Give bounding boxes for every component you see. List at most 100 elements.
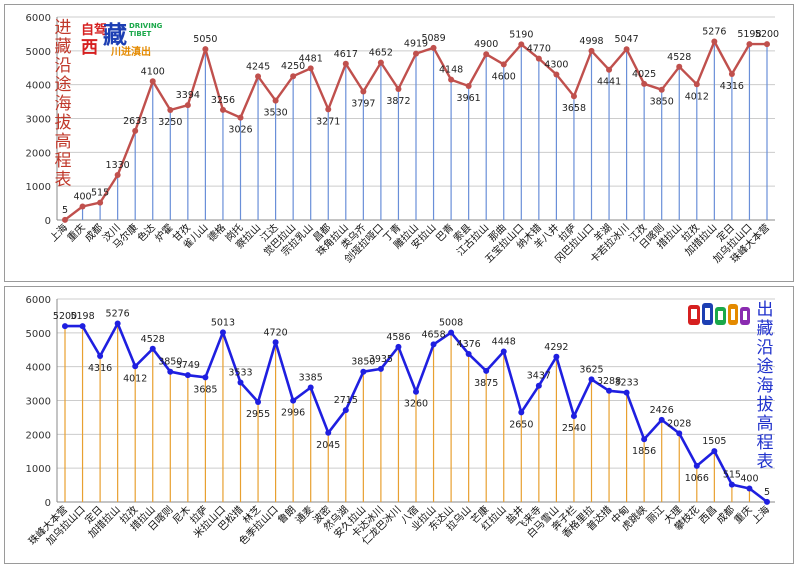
data-label: 4528 bbox=[141, 334, 165, 345]
data-point bbox=[377, 59, 384, 66]
data-label: 2715 bbox=[334, 395, 358, 406]
data-label: 4658 bbox=[421, 329, 445, 340]
chart-in: 0 1000 2000 3000 4000 5000 6000 5 400 515 1330 2633… bbox=[4, 4, 794, 282]
chart-out-svg: 0100020003000400050006000520051984316527… bbox=[26, 295, 775, 547]
data-label: 4148 bbox=[439, 65, 463, 76]
data-point bbox=[79, 323, 86, 330]
category-label: 重庆 bbox=[731, 503, 754, 526]
data-point bbox=[413, 50, 419, 57]
data-label: 3233 bbox=[615, 378, 639, 389]
data-label: 4528 bbox=[667, 52, 691, 63]
data-point bbox=[202, 374, 209, 381]
data-point bbox=[342, 407, 349, 414]
category-label: 巴青 bbox=[433, 221, 456, 244]
data-point bbox=[219, 329, 226, 336]
data-label: 3749 bbox=[176, 360, 200, 371]
data-point bbox=[132, 363, 139, 370]
data-label: 4600 bbox=[492, 71, 516, 82]
data-point bbox=[255, 73, 262, 80]
category-label: 德格 bbox=[205, 221, 228, 244]
data-point bbox=[483, 51, 490, 58]
data-label: 3850 bbox=[158, 357, 182, 368]
data-label: 3260 bbox=[404, 399, 428, 410]
data-point bbox=[395, 85, 402, 92]
data-label: 4376 bbox=[457, 339, 481, 350]
data-label: 2028 bbox=[667, 418, 691, 429]
data-label: 4720 bbox=[264, 327, 288, 338]
y-tick-label: 5000 bbox=[26, 329, 51, 340]
data-point bbox=[448, 329, 455, 336]
data-point bbox=[588, 376, 595, 383]
data-label: 4250 bbox=[281, 61, 305, 72]
data-label: 4586 bbox=[386, 332, 410, 343]
data-point bbox=[570, 413, 577, 420]
data-label: 4448 bbox=[492, 337, 516, 348]
data-label: 2426 bbox=[650, 405, 674, 416]
data-point bbox=[764, 498, 770, 505]
data-label: 5089 bbox=[421, 33, 445, 44]
data-point bbox=[658, 416, 665, 423]
data-point bbox=[641, 80, 648, 87]
chart-out: 0 1000 2000 3000 4000 5000 6000 5200 5198 4316 527… bbox=[4, 286, 794, 564]
data-label: 3625 bbox=[579, 364, 603, 375]
y-tick-label: 4000 bbox=[26, 363, 51, 374]
data-point bbox=[62, 323, 68, 330]
data-label: 4481 bbox=[299, 53, 323, 64]
data-point bbox=[325, 106, 332, 113]
data-point bbox=[465, 350, 472, 357]
data-point bbox=[500, 61, 507, 68]
data-label: 5198 bbox=[737, 29, 761, 40]
data-label: 2955 bbox=[246, 409, 270, 420]
data-point bbox=[272, 339, 279, 346]
chart-in-svg: 0 1000 2000 3000 4000 5000 6000 5 400 515 1330 2633… bbox=[26, 13, 780, 265]
data-label: 515 bbox=[723, 470, 741, 481]
data-label: 4770 bbox=[527, 44, 551, 55]
data-label: 1505 bbox=[702, 436, 726, 447]
category-label: 通麦 bbox=[293, 504, 316, 527]
data-point bbox=[711, 448, 718, 455]
data-point bbox=[711, 38, 718, 45]
category-label: 上海 bbox=[749, 503, 772, 526]
data-label: 5013 bbox=[211, 317, 235, 328]
logo-tibet: TIBET bbox=[129, 30, 152, 38]
data-point bbox=[325, 429, 332, 436]
data-point bbox=[167, 107, 174, 114]
data-label: 4025 bbox=[632, 69, 656, 80]
data-label: 5200 bbox=[53, 311, 77, 322]
data-label: 5276 bbox=[106, 308, 130, 319]
data-label: 3872 bbox=[386, 96, 410, 107]
data-label: 3288 bbox=[597, 376, 621, 387]
data-point bbox=[184, 102, 191, 109]
data-point bbox=[97, 199, 104, 206]
logo-driving: DRIVING bbox=[129, 22, 163, 30]
data-label: 3850 bbox=[351, 357, 375, 368]
data-point bbox=[184, 372, 191, 379]
y-tick-label: 4000 bbox=[26, 81, 51, 92]
data-label: 1330 bbox=[106, 160, 130, 171]
data-point bbox=[553, 71, 560, 78]
data-label: 3530 bbox=[264, 108, 288, 119]
data-point bbox=[623, 46, 630, 53]
data-point bbox=[114, 320, 121, 327]
data-point bbox=[97, 352, 104, 359]
data-point bbox=[535, 382, 542, 389]
data-label: 3271 bbox=[316, 116, 340, 127]
data-point bbox=[62, 216, 68, 223]
data-label: 5198 bbox=[70, 311, 94, 322]
data-point bbox=[553, 353, 560, 360]
data-point bbox=[535, 55, 542, 62]
logo-zang: 藏 bbox=[103, 21, 127, 49]
data-label: 2540 bbox=[562, 423, 586, 434]
tibetan-script-logo bbox=[688, 303, 750, 325]
data-label: 4292 bbox=[544, 342, 568, 353]
logo-zijia: 自驾 bbox=[81, 23, 108, 38]
data-point bbox=[237, 379, 244, 386]
data-label: 3797 bbox=[351, 99, 375, 110]
data-label: 5276 bbox=[702, 26, 726, 37]
data-point bbox=[693, 81, 700, 88]
data-label: 4100 bbox=[141, 66, 165, 77]
data-point bbox=[167, 368, 174, 375]
data-label: 2633 bbox=[123, 116, 147, 127]
y-tick-label: 0 bbox=[45, 498, 51, 509]
data-point bbox=[764, 41, 770, 48]
